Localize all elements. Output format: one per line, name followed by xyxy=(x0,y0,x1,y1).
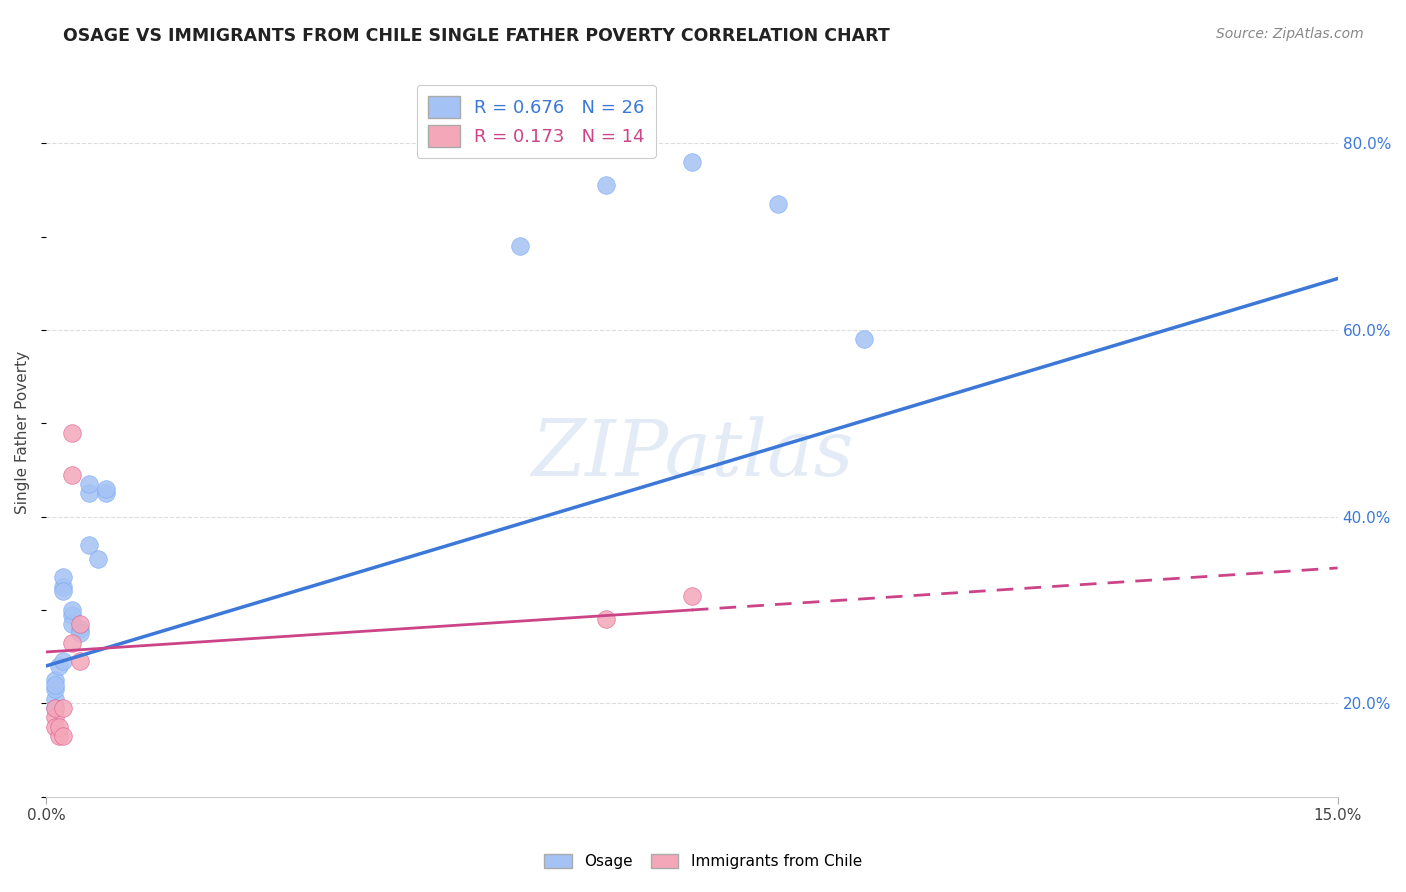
Point xyxy=(44,673,66,687)
Point xyxy=(96,482,118,496)
Point xyxy=(96,486,118,500)
Point xyxy=(52,584,75,599)
Point xyxy=(77,538,100,552)
Point xyxy=(44,710,66,724)
Text: Source: ZipAtlas.com: Source: ZipAtlas.com xyxy=(1216,27,1364,41)
Point xyxy=(681,154,703,169)
Point xyxy=(69,626,91,640)
Y-axis label: Single Father Poverty: Single Father Poverty xyxy=(15,351,30,514)
Point xyxy=(60,467,83,482)
Point xyxy=(77,486,100,500)
Point xyxy=(52,654,75,668)
Point xyxy=(48,729,70,743)
Text: ZIPatlas: ZIPatlas xyxy=(530,417,853,492)
Legend: R = 0.676   N = 26, R = 0.173   N = 14: R = 0.676 N = 26, R = 0.173 N = 14 xyxy=(416,85,655,158)
Point xyxy=(52,729,75,743)
Point xyxy=(52,570,75,584)
Point xyxy=(681,589,703,603)
Point xyxy=(52,580,75,594)
Point xyxy=(86,551,108,566)
Text: OSAGE VS IMMIGRANTS FROM CHILE SINGLE FATHER POVERTY CORRELATION CHART: OSAGE VS IMMIGRANTS FROM CHILE SINGLE FA… xyxy=(63,27,890,45)
Point xyxy=(69,622,91,636)
Point xyxy=(509,239,531,253)
Point xyxy=(853,332,876,346)
Point xyxy=(48,720,70,734)
Point xyxy=(52,701,75,715)
Point xyxy=(44,701,66,715)
Point xyxy=(60,607,83,622)
Point xyxy=(48,659,70,673)
Point xyxy=(595,612,617,626)
Point xyxy=(60,617,83,632)
Point xyxy=(60,603,83,617)
Point xyxy=(60,635,83,649)
Point xyxy=(44,701,66,715)
Point xyxy=(595,178,617,193)
Point xyxy=(69,654,91,668)
Point xyxy=(60,425,83,440)
Point xyxy=(77,477,100,491)
Point xyxy=(44,678,66,692)
Legend: Osage, Immigrants from Chile: Osage, Immigrants from Chile xyxy=(538,848,868,875)
Point xyxy=(44,691,66,706)
Point xyxy=(766,197,789,211)
Point xyxy=(44,720,66,734)
Point xyxy=(44,682,66,697)
Point xyxy=(69,617,91,632)
